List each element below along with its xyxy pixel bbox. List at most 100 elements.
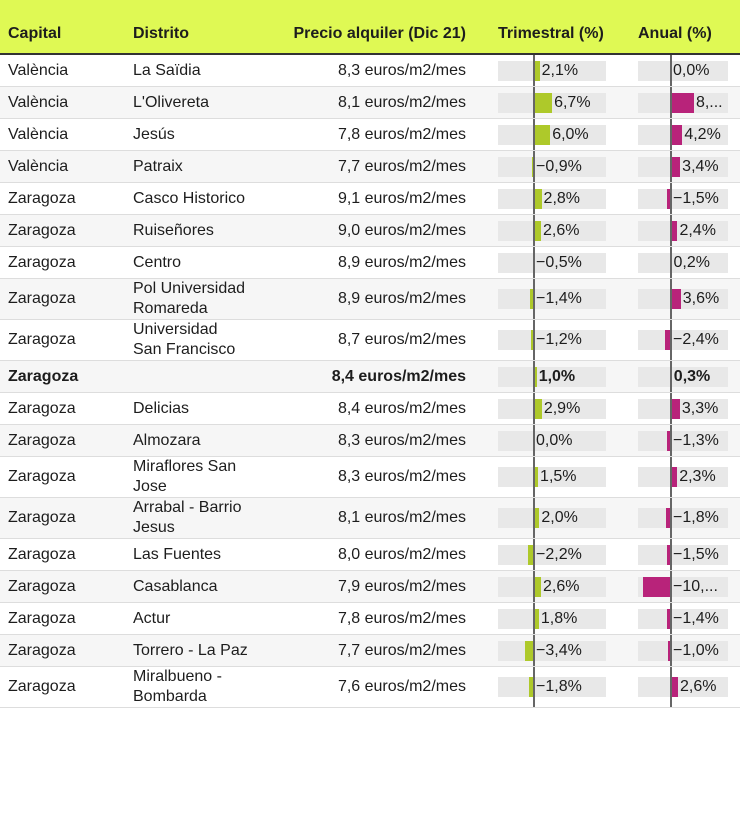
trimestral-zero-line (533, 603, 535, 634)
trimestral-bar (534, 60, 540, 81)
trimestral-value: −1,4% (536, 290, 582, 307)
table-row: Zaragoza Casco Historico 9,1 euros/m2/mes … (0, 182, 740, 215)
anual-zero-line (670, 183, 672, 214)
anual-cell: −1,0% (622, 634, 740, 667)
anual-zero-line (670, 279, 672, 319)
trimestral-cell: 6,7% (482, 86, 622, 119)
anual-cell: −1,3% (622, 424, 740, 457)
anual-bar-track (638, 220, 728, 241)
anual-bar-track (638, 124, 728, 145)
anual-cell: 2,6% (622, 666, 740, 708)
anual-value: 3,4% (682, 157, 719, 175)
table-row: Zaragoza Almozara 8,3 euros/m2/mes 0,0% −1… (0, 424, 740, 457)
anual-value: −1,5% (673, 189, 719, 207)
distrito-cell: Miraflores San Jose (125, 456, 250, 498)
table-row: València Patraix 7,7 euros/m2/mes −0,9% 3,… (0, 150, 740, 183)
trimestral-cell: −0,5% (482, 246, 622, 279)
capital-cell: Zaragoza (0, 278, 125, 320)
capital-cell: Zaragoza (0, 570, 125, 603)
trimestral-zero-line (533, 320, 535, 360)
anual-bar-track (638, 60, 728, 81)
capital-cell: Zaragoza (0, 497, 125, 539)
anual-bar-track (638, 156, 728, 177)
distrito-cell (125, 360, 250, 393)
header-anual[interactable]: Anual (%) (622, 0, 740, 55)
anual-cell: −2,4% (622, 319, 740, 361)
table-row: Zaragoza Casablanca 7,9 euros/m2/mes 2,6% … (0, 570, 740, 603)
anual-value: −1,3% (673, 431, 719, 449)
anual-bar (671, 398, 680, 419)
anual-bar (671, 156, 681, 177)
trimestral-bar-track (498, 252, 606, 273)
precio-cell: 8,7 euros/m2/mes (250, 319, 482, 361)
anual-value: 2,3% (679, 468, 716, 485)
trimestral-cell: −1,4% (482, 278, 622, 320)
trimestral-value: −0,5% (536, 253, 582, 271)
distrito-cell: Arrabal - Barrio Jesus (125, 497, 250, 539)
distrito-cell: Casablanca (125, 570, 250, 603)
anual-value: −1,0% (673, 641, 719, 659)
distrito-cell: Universidad San Francisco (125, 319, 250, 361)
distrito-cell: Delicias (125, 392, 250, 425)
trimestral-bar-track (498, 124, 606, 145)
anual-cell: 3,3% (622, 392, 740, 425)
trimestral-bar (534, 608, 539, 629)
trimestral-zero-line (533, 393, 535, 424)
trimestral-bar (530, 289, 534, 309)
header-precio[interactable]: Precio alquiler (Dic 21) (250, 0, 482, 55)
precio-cell: 8,1 euros/m2/mes (250, 497, 482, 539)
anual-bar-track (638, 608, 728, 629)
trimestral-value: −3,4% (536, 641, 582, 659)
anual-zero-line (670, 571, 672, 602)
capital-cell: Zaragoza (0, 246, 125, 279)
table-row: Zaragoza Delicias 8,4 euros/m2/mes 2,9% 3,… (0, 392, 740, 425)
anual-cell: 3,4% (622, 150, 740, 183)
anual-cell: −1,8% (622, 497, 740, 539)
trimestral-value: 2,6% (543, 577, 580, 595)
anual-bar-track (638, 366, 728, 387)
trimestral-bar-track (498, 60, 606, 81)
trimestral-bar (534, 220, 542, 241)
trimestral-cell: 2,6% (482, 214, 622, 247)
anual-bar-track (638, 252, 728, 273)
trimestral-cell: 2,9% (482, 392, 622, 425)
table-row: València L'Olivereta 8,1 euros/m2/mes 6,7%… (0, 86, 740, 119)
trimestral-bar-track (498, 430, 606, 451)
capital-cell: València (0, 150, 125, 183)
trimestral-bar (528, 544, 534, 565)
anual-zero-line (670, 87, 672, 118)
precio-cell: 8,3 euros/m2/mes (250, 424, 482, 457)
trimestral-bar (524, 640, 534, 661)
header-trimestral[interactable]: Trimestral (%) (482, 0, 622, 55)
capital-cell: València (0, 54, 125, 87)
trimestral-value: 2,0% (541, 509, 578, 526)
trimestral-cell: 0,0% (482, 424, 622, 457)
trimestral-zero-line (533, 361, 535, 392)
trimestral-value: 2,1% (541, 61, 579, 79)
table-row: Zaragoza Torrero - La Paz 7,7 euros/m2/mes… (0, 634, 740, 667)
trimestral-bar-track (498, 677, 606, 697)
anual-bar (666, 508, 671, 528)
anual-value: −1,5% (673, 545, 719, 563)
trimestral-zero-line (533, 183, 535, 214)
trimestral-value: 2,9% (543, 399, 581, 417)
capital-cell: Zaragoza (0, 360, 125, 393)
trimestral-zero-line (533, 119, 535, 150)
anual-value: 2,6% (680, 678, 717, 695)
trimestral-bar (534, 188, 542, 209)
anual-bar-track (638, 188, 728, 209)
anual-bar-track (638, 467, 728, 487)
anual-value: 0,2% (673, 253, 710, 271)
trimestral-bar (531, 156, 534, 177)
table-row: Zaragoza Miralbueno - Bombarda 7,6 euros/m… (0, 666, 740, 708)
trimestral-bar (534, 576, 542, 597)
trimestral-value: −1,2% (536, 331, 582, 348)
trimestral-bar-track (498, 576, 606, 597)
header-distrito[interactable]: Distrito (125, 0, 250, 55)
distrito-cell: Patraix (125, 150, 250, 183)
trimestral-value: 6,7% (554, 93, 591, 111)
table-row: Zaragoza Universidad San Francisco 8,7 eur… (0, 319, 740, 361)
trimestral-bar-track (498, 330, 606, 350)
header-capital[interactable]: Capital (0, 0, 125, 55)
trimestral-bar-track (498, 608, 606, 629)
